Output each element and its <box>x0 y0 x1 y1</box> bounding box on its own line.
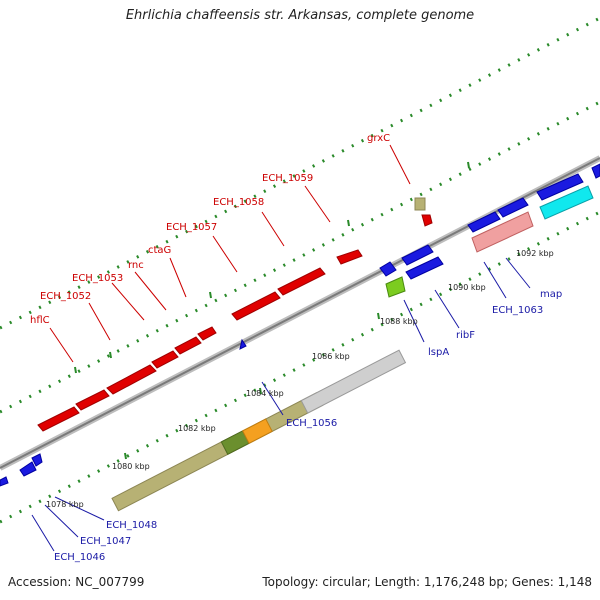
gene-arrow-rev-4 <box>467 211 501 233</box>
gene-block-grxc <box>414 197 426 211</box>
genome-summary-text: Topology: circular; Length: 1,176,248 bp… <box>262 575 592 589</box>
kbp-label-1082: 1082 kbp <box>178 424 216 433</box>
kbp-label-1078: 1078 kbp <box>46 500 84 509</box>
accession-text: Accession: NC_007799 <box>8 575 145 589</box>
label-ech1046: ECH_1046 <box>54 552 105 563</box>
gene-arrow-9 <box>336 249 363 265</box>
gene-arrow-rev-6 <box>536 173 584 201</box>
gene-arrow-rev-8 <box>19 461 37 477</box>
kbp-label-1080: 1080 kbp <box>112 462 150 471</box>
gene-arrow-rev-9 <box>31 453 43 467</box>
label-map: map <box>540 289 562 300</box>
gene-arrow-rev-5 <box>497 197 529 218</box>
label-ech1058: ECH_1058 <box>213 197 264 208</box>
gene-block-map <box>539 185 594 220</box>
kbp-label-1086: 1086 kbp <box>312 352 350 361</box>
label-ctag: ctaG <box>148 245 171 256</box>
gene-arrow-7 <box>231 291 281 321</box>
kbp-label-1088: 1088 kbp <box>380 317 418 326</box>
gene-block-ctag <box>241 418 273 444</box>
inner-dot-track <box>0 210 600 524</box>
label-ech1057: ECH_1057 <box>166 222 217 233</box>
kbp-label-1092: 1092 kbp <box>516 249 554 258</box>
gene-arrow-8 <box>277 267 326 296</box>
gene-arrow-rev-1 <box>379 261 397 277</box>
label-ech1056: ECH_1056 <box>286 418 337 429</box>
gene-block-hflc-region <box>111 392 324 512</box>
gene-arrow-4 <box>151 350 179 369</box>
gene-block-ech1057 <box>300 349 407 414</box>
gene-arrow-rev-7 <box>591 163 600 179</box>
label-ech1047: ECH_1047 <box>80 536 131 547</box>
label-ech1053: ECH_1053 <box>72 273 123 284</box>
gene-arrow-6 <box>197 326 217 341</box>
gene-arrow-1 <box>37 406 80 432</box>
gene-block-ech1063 <box>471 211 534 253</box>
gene-arrow-grxc <box>421 214 433 227</box>
map-title: Ehrlichia chaffeensis str. Arkansas, com… <box>125 8 475 23</box>
label-hflc: hflC <box>30 315 50 326</box>
label-ech1048: ECH_1048 <box>106 520 157 531</box>
gene-arrow-rev-3 <box>405 256 444 280</box>
gene-block-lspa <box>385 276 406 298</box>
label-ech1059: ECH_1059 <box>262 173 313 184</box>
gene-arrow-3 <box>106 364 157 395</box>
outer-dot-track-2 <box>0 16 600 330</box>
label-ech1052: ECH_1052 <box>40 291 91 302</box>
gene-arrow-2 <box>75 389 110 411</box>
label-ribf: ribF <box>456 330 475 341</box>
gene-arrow-rev-small <box>239 338 247 350</box>
gene-arrow-rev-2 <box>401 244 434 266</box>
label-lspa: lspA <box>428 347 449 358</box>
gene-arrow-rev-10 <box>0 476 9 487</box>
kbp-label-1090: 1090 kbp <box>448 283 486 292</box>
label-ech1063: ECH_1063 <box>492 305 543 316</box>
outer-dot-track-1 <box>0 100 600 414</box>
gene-arrow-5 <box>174 336 202 355</box>
kbp-label-1084: 1084 kbp <box>246 389 284 398</box>
label-grxc: grxC <box>367 133 390 144</box>
label-rnc: rnc <box>128 260 144 271</box>
